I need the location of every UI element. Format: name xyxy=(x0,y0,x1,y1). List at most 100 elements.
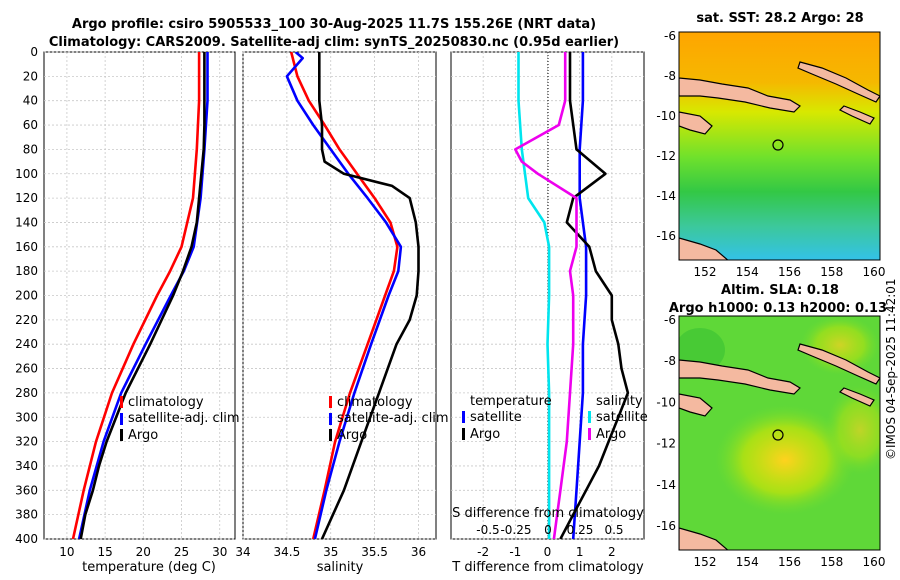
legend-salinity-title: salinity xyxy=(596,394,643,409)
x-tick-label: 35 xyxy=(323,545,338,559)
lon-tick-label: 158 xyxy=(820,555,843,569)
legend-satellite-label: satellite-adj. clim xyxy=(337,411,449,426)
x-tick-label: 1 xyxy=(576,545,584,559)
sst-map-frame xyxy=(678,31,881,261)
y-tick-label: 260 xyxy=(15,362,38,376)
temperature-tick-labels: 10 15 20 25 30 xyxy=(59,545,227,559)
x-tick-label: 34 xyxy=(235,545,250,559)
x2-tick-label: 0.25 xyxy=(567,523,594,537)
lat-tick-label: -14 xyxy=(656,478,676,492)
y-tick-label: 0 xyxy=(30,45,38,59)
y-tick-label: 40 xyxy=(23,94,38,108)
series-line-t-satellite xyxy=(571,52,588,539)
lat-tick-label: -12 xyxy=(656,149,676,163)
lat-tick-label: -16 xyxy=(656,519,676,533)
s-difference-tick-labels: -0.5 -0.25 0 0.25 0.5 xyxy=(476,523,623,537)
temperature-panel: 0 20 40 60 80 100 120 140 160 180 200 220 240 260 280 3… xyxy=(15,45,240,575)
legend-s-argo-swatch xyxy=(588,428,591,440)
t-difference-tick-labels: -2 -1 0 1 2 xyxy=(477,545,615,559)
lon-tick-label: 160 xyxy=(863,555,886,569)
legend-t-argo-label: Argo xyxy=(470,427,500,442)
sla-high-center xyxy=(715,405,855,515)
y-tick-label: 180 xyxy=(15,264,38,278)
sla-map-frame xyxy=(678,315,881,551)
australia-coast xyxy=(679,237,729,260)
y-tick-label: 60 xyxy=(23,118,38,132)
salinity-series xyxy=(285,52,420,539)
x-tick-label: 35.5 xyxy=(361,545,388,559)
difference-legend-temperature: temperature satellite Argo xyxy=(462,394,552,442)
x-tick-label: 30 xyxy=(212,545,227,559)
legend-t-argo-swatch xyxy=(462,428,465,440)
series-line-argo xyxy=(79,52,206,539)
sst-map-title: sat. SST: 28.2 Argo: 28 xyxy=(696,11,863,26)
series-line-argo xyxy=(317,52,420,539)
legend-satellite-swatch xyxy=(329,413,332,425)
temperature-xlabel: temperature (deg C) xyxy=(82,560,216,575)
legend-s-satellite-swatch xyxy=(588,411,591,423)
x-tick-label: 15 xyxy=(97,545,112,559)
lon-tick-label: 156 xyxy=(778,265,801,279)
lat-tick-label: -10 xyxy=(656,109,676,123)
sst-field xyxy=(679,32,880,260)
lon-tick-label: 158 xyxy=(820,265,843,279)
legend-climatology-swatch xyxy=(329,396,332,408)
salinity-panel: 34 34.5 35 35.5 36 salinity climatology sate… xyxy=(235,51,449,575)
x-tick-label: -2 xyxy=(477,545,489,559)
lat-tick-label: -10 xyxy=(656,395,676,409)
lat-tick-label: -6 xyxy=(664,313,676,327)
x-tick-label: 20 xyxy=(136,545,151,559)
legend-climatology-label: climatology xyxy=(337,395,413,410)
difference-panel: -2 -1 0 1 2 -0.5 -0.25 0 0.25 0.5 S difference f… xyxy=(450,51,648,575)
sla-map-title: Altim. SLA: 0.18 xyxy=(721,283,839,298)
y-tick-label: 220 xyxy=(15,313,38,327)
x-tick-label: -1 xyxy=(509,545,521,559)
island-small-coast xyxy=(838,387,875,407)
lat-tick-label: -8 xyxy=(664,354,676,368)
lat-tick-label: -16 xyxy=(656,229,676,243)
legend-s-satellite-label: satellite xyxy=(596,410,648,425)
s-difference-xlabel: S difference from climatology xyxy=(452,506,644,521)
legend-argo-label: Argo xyxy=(337,428,367,443)
x-tick-label: 10 xyxy=(59,545,74,559)
salinity-xlabel: salinity xyxy=(317,560,364,575)
lat-tick-label: -6 xyxy=(664,29,676,43)
sst-map: sat. SST: 28.2 Argo: 28 152 154 156 158 160 … xyxy=(656,11,885,279)
y-tick-label: 100 xyxy=(15,167,38,181)
lon-tick-label: 154 xyxy=(736,265,759,279)
temperature-series xyxy=(71,52,209,539)
salinity-gridlines xyxy=(242,51,436,540)
x2-tick-label: -0.5 xyxy=(476,523,499,537)
series-line-satellite-adj-clim xyxy=(285,52,403,539)
x2-tick-label: -0.25 xyxy=(500,523,531,537)
series-line-s-satellite xyxy=(517,52,551,539)
x-tick-label: 25 xyxy=(174,545,189,559)
depth-tick-labels: 0 20 40 60 80 100 120 140 160 180 200 220 240 260 280 3… xyxy=(15,45,38,546)
y-tick-label: 280 xyxy=(15,386,38,400)
y-tick-label: 120 xyxy=(15,191,38,205)
y-tick-label: 140 xyxy=(15,215,38,229)
legend-temperature-title: temperature xyxy=(470,394,552,409)
sla-map-subtitle: Argo h1000: 0.13 h2000: 0.13 xyxy=(669,301,887,316)
y-tick-label: 360 xyxy=(15,483,38,497)
legend-satellite-label: satellite-adj. clim xyxy=(128,411,240,426)
legend-t-satellite-swatch xyxy=(462,411,465,423)
sla-high-east xyxy=(825,385,880,475)
island-small-coast xyxy=(838,105,875,125)
legend-argo-swatch xyxy=(329,429,332,441)
salinity-legend: climatology satellite-adj. clim Argo xyxy=(329,395,449,443)
y-tick-label: 300 xyxy=(15,410,38,424)
x2-tick-label: 0 xyxy=(544,523,552,537)
lon-tick-label: 152 xyxy=(694,555,717,569)
y-tick-label: 80 xyxy=(23,142,38,156)
x-tick-label: 0 xyxy=(544,545,552,559)
new-guinea-coast xyxy=(679,77,801,113)
legend-argo-label: Argo xyxy=(128,428,158,443)
legend-s-argo-label: Argo xyxy=(596,427,626,442)
x-tick-label: 34.5 xyxy=(274,545,301,559)
argo-position-marker xyxy=(772,429,784,441)
sst-land xyxy=(679,61,880,260)
peninsula-coast xyxy=(679,111,713,135)
legend-satellite-swatch xyxy=(120,413,123,425)
y-tick-label: 380 xyxy=(15,508,38,522)
